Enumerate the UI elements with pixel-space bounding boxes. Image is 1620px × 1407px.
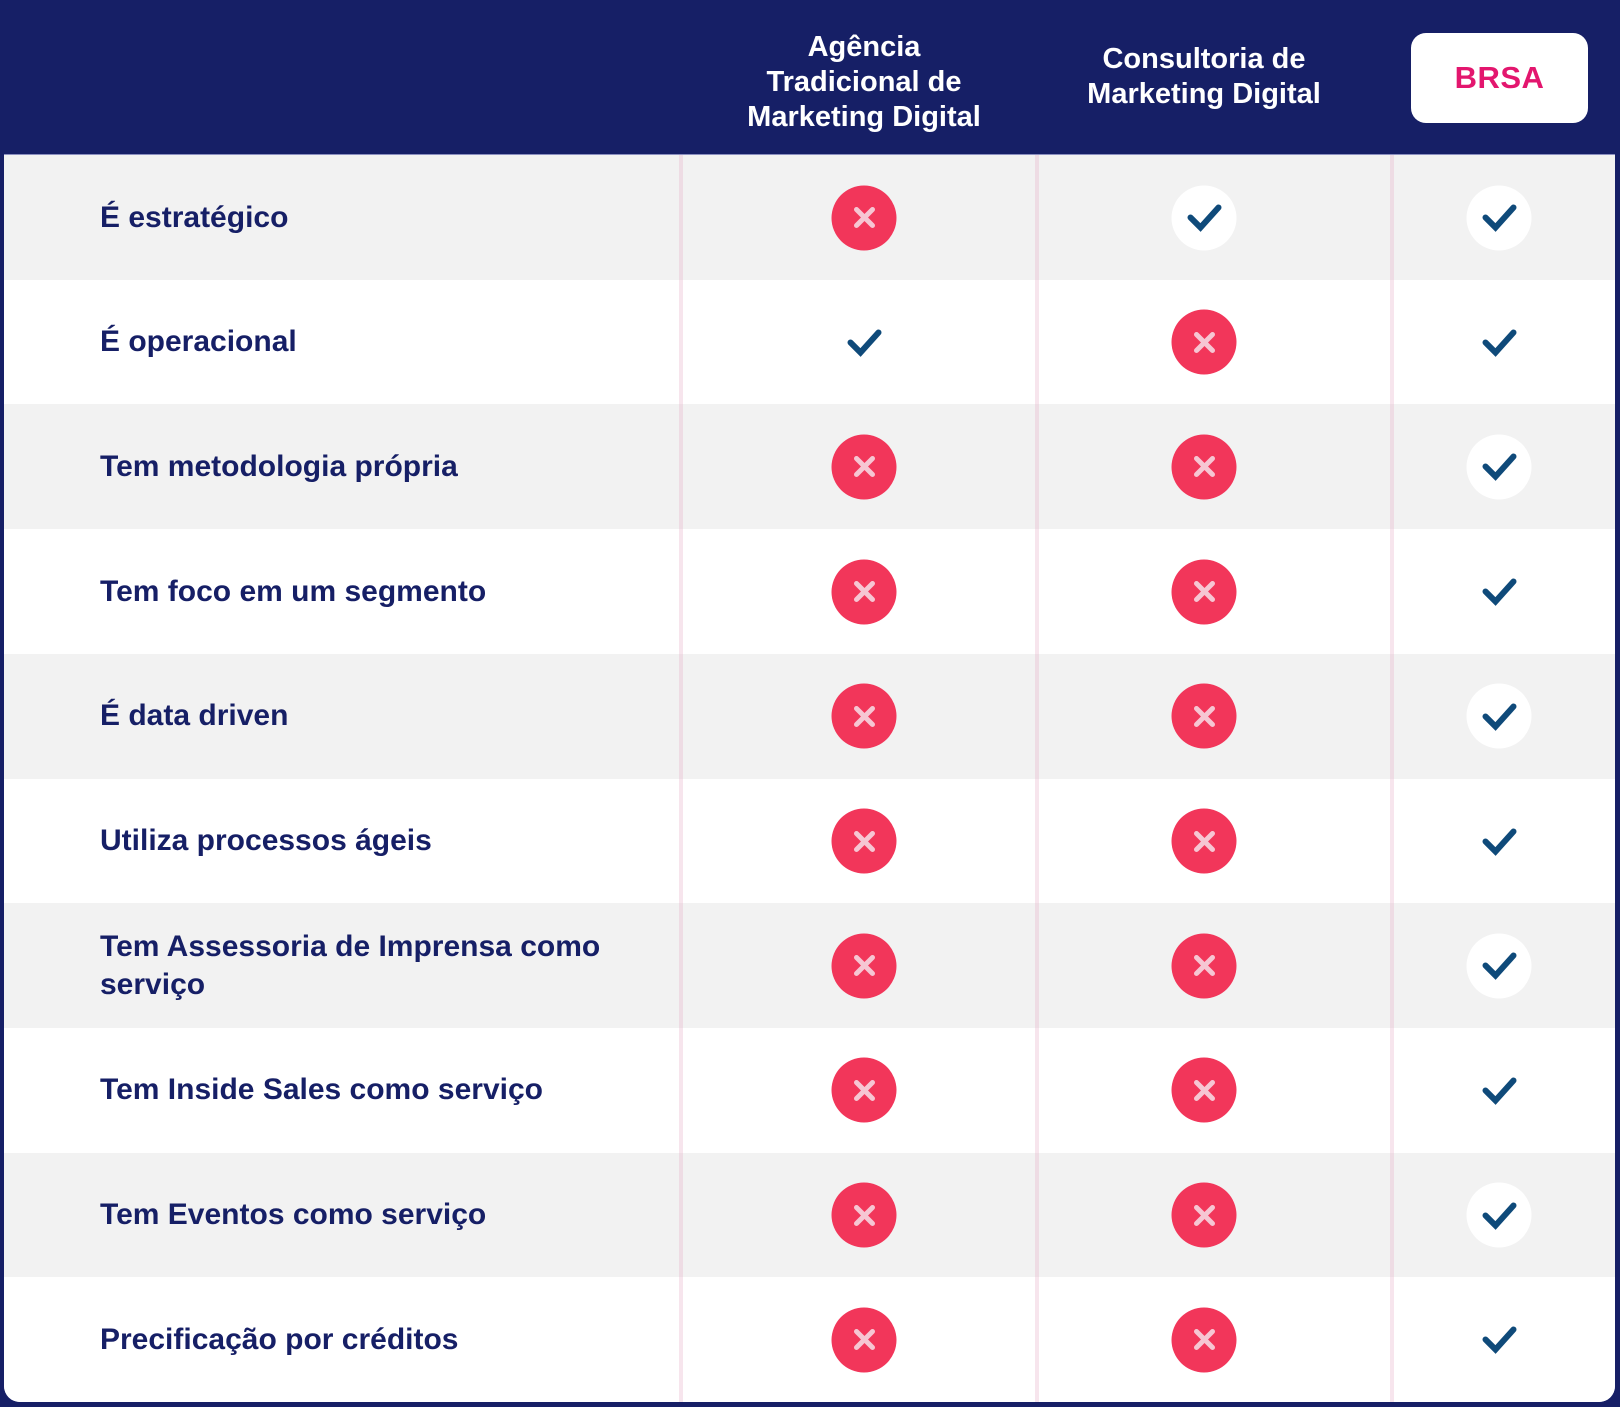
column-divider [1390,155,1394,1402]
table-row: Tem Inside Sales como serviço [4,1027,1615,1153]
column-header-digital-consultancy: Consultoria de Marketing Digital [1087,43,1321,110]
check-glyph [1482,703,1516,731]
table-row: É operacional [4,279,1615,405]
x-circle-icon [831,1182,897,1248]
x-circle-icon [831,808,897,874]
x-glyph [1193,1079,1215,1101]
x-circle-icon [1171,933,1237,999]
x-circle-icon [831,185,897,250]
feature-label: Precificação por créditos [100,1322,459,1356]
table-row: Tem metodologia própria [4,404,1615,530]
feature-label: Tem Eventos como serviço [100,1198,487,1232]
x-circle-icon [831,1057,897,1123]
check-icon [831,309,897,375]
x-circle-icon [1171,559,1237,625]
feature-label: Tem Assessoria de Imprensa como serviço [100,929,601,1001]
table-row: Precificação por créditos [4,1277,1615,1402]
check-icon [1466,1057,1532,1123]
check-glyph [1482,828,1516,856]
x-circle-icon [1171,309,1237,375]
check-glyph [1482,1326,1516,1355]
x-circle-icon [831,559,897,625]
x-glyph [1193,1329,1215,1351]
x-glyph [853,581,875,603]
check-glyph [1482,952,1516,981]
feature-label: Utiliza processos ágeis [100,824,432,857]
x-circle-icon [1171,1057,1237,1123]
x-glyph [1193,830,1215,852]
table-row: É estratégico [4,155,1615,280]
check-icon [1466,683,1532,749]
table-row: É data driven [4,653,1615,779]
x-glyph [853,1329,875,1351]
x-glyph [1193,955,1215,977]
check-glyph [1482,329,1516,357]
feature-label: Tem foco em um segmento [100,574,487,608]
x-glyph [1193,705,1215,727]
check-glyph [1482,1077,1516,1105]
x-circle-icon [831,933,897,999]
check-icon [1466,309,1532,375]
check-icon [1466,933,1532,999]
feature-label: É estratégico [100,200,289,234]
table-row: Tem foco em um segmento [4,529,1615,655]
column-header-brsa-badge: BRSA [1411,33,1588,123]
check-icon [1466,434,1532,500]
column-divider [679,155,683,1402]
x-glyph [1193,1204,1215,1226]
x-glyph [1193,581,1215,603]
check-glyph [1482,453,1516,482]
x-glyph [853,955,875,977]
feature-label: É data driven [100,699,289,733]
column-divider [1035,155,1039,1402]
check-icon [1466,1307,1532,1373]
check-glyph [1187,204,1221,232]
x-glyph [853,1204,875,1226]
check-glyph [1482,204,1516,232]
x-glyph [1193,331,1215,353]
feature-label: É operacional [100,325,297,359]
check-icon [1466,559,1532,625]
x-circle-icon [831,1307,897,1373]
x-glyph [853,456,875,478]
check-icon [1466,808,1532,874]
x-circle-icon [831,683,897,749]
x-glyph [853,207,875,228]
table-row: Tem Eventos como serviço [4,1152,1615,1278]
x-circle-icon [1171,1307,1237,1373]
feature-label: Tem Inside Sales como serviço [100,1073,543,1107]
x-circle-icon [1171,1182,1237,1248]
x-glyph [853,1079,875,1101]
check-glyph [1482,1202,1516,1230]
table-row: Tem Assessoria de Imprensa como serviço [4,903,1615,1029]
brsa-label: BRSA [1454,60,1545,95]
check-icon [1466,185,1532,250]
check-glyph [847,329,881,357]
check-icon [1466,1182,1532,1248]
table-row: Utiliza processos ágeis [4,778,1615,904]
x-circle-icon [1171,683,1237,749]
column-header-traditional-agency: Agência Tradicional de Marketing Digital [747,31,981,133]
x-circle-icon [1171,434,1237,500]
x-glyph [853,705,875,727]
comparison-table: É estratégico É operacional Tem metodologi… [4,154,1615,1402]
check-glyph [1482,578,1516,606]
x-circle-icon [1171,808,1237,874]
x-glyph [853,830,875,852]
feature-label: Tem metodologia própria [100,449,458,483]
comparison-header: Agência Tradicional de Marketing Digital… [0,0,1620,154]
check-icon [1171,185,1237,250]
x-circle-icon [831,434,897,500]
x-glyph [1193,456,1215,478]
